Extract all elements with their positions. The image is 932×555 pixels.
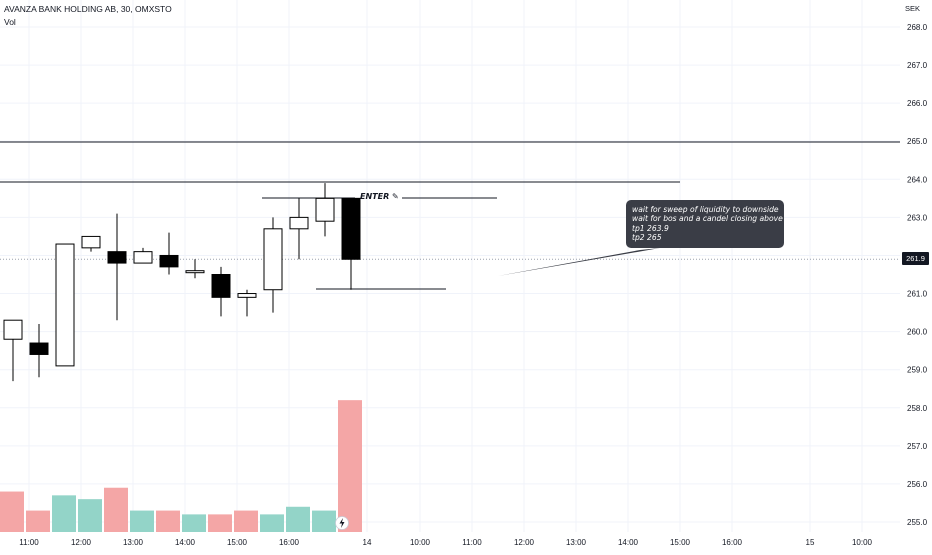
note-line: wait for bos and a candel closing above <box>632 214 783 224</box>
candle-body <box>29 342 49 355</box>
candle-body <box>159 254 179 268</box>
volume-bar <box>104 487 128 532</box>
volume-bar <box>234 510 258 532</box>
candle-body <box>289 216 309 230</box>
x-tick-label: 12:00 <box>71 538 92 547</box>
volume-bar <box>156 510 180 532</box>
currency-label: SEK <box>904 4 920 13</box>
volume-bar <box>52 495 76 532</box>
enter-annotation[interactable]: ENTER ✎ <box>360 192 399 201</box>
y-tick-label: 267.0 <box>907 61 928 70</box>
volume-bar <box>130 510 154 532</box>
candle-body <box>237 293 257 298</box>
lightning-icon-glyph <box>339 518 345 528</box>
x-tick-label: 16:00 <box>722 538 743 547</box>
x-tick-label: 13:00 <box>566 538 587 547</box>
volume-bar <box>338 400 362 532</box>
last-price-tag: 261.9 <box>902 252 929 265</box>
y-tick-label: 259.0 <box>907 366 928 375</box>
candle-body <box>341 197 361 260</box>
volume-bar <box>182 514 206 532</box>
x-tick-label: 10:00 <box>410 538 431 547</box>
enter-text: ENTER <box>360 192 390 201</box>
candle-body <box>55 243 75 367</box>
candle-body <box>263 228 283 291</box>
x-tick-label: 14:00 <box>175 538 196 547</box>
volume-bar <box>312 510 336 532</box>
volume-bar <box>26 510 50 532</box>
candle-body <box>211 274 231 298</box>
volume-bar <box>78 499 102 532</box>
y-tick-label: 265.0 <box>907 137 928 146</box>
y-tick-label: 264.0 <box>907 175 928 184</box>
x-tick-label: 15 <box>806 538 815 547</box>
candle-body <box>3 319 23 340</box>
pencil-icon: ✎ <box>392 192 399 201</box>
y-tick-label: 261.0 <box>907 290 928 299</box>
callout-pointer <box>498 248 660 276</box>
x-tick-label: 10:00 <box>852 538 873 547</box>
x-tick-label: 15:00 <box>670 538 691 547</box>
volume-bar <box>260 514 284 532</box>
candle-body <box>107 251 127 264</box>
y-tick-label: 258.0 <box>907 404 928 413</box>
x-tick-label: 14:00 <box>618 538 639 547</box>
y-tick-label: 263.0 <box>907 213 928 222</box>
x-tick-label: 13:00 <box>123 538 144 547</box>
chart-legend: AVANZA BANK HOLDING AB, 30, OMXSTO Vol <box>4 3 172 29</box>
volume-bar <box>286 506 310 532</box>
volume-legend[interactable]: Vol <box>4 17 16 27</box>
candle-body <box>81 235 101 249</box>
symbol-title[interactable]: AVANZA BANK HOLDING AB, 30, OMXSTO <box>4 4 172 14</box>
candle-body <box>185 270 205 274</box>
x-tick-label: 12:00 <box>514 538 535 547</box>
x-tick-label: 14 <box>363 538 372 547</box>
candle-body <box>133 251 153 264</box>
note-line: tp1 263.9 <box>632 223 669 233</box>
note-line: wait for sweep of liquidity to downside <box>632 205 779 214</box>
x-tick-label: 16:00 <box>279 538 300 547</box>
volume-bar <box>0 491 24 532</box>
callout-note[interactable]: wait for sweep of liquidity to downside … <box>626 200 784 248</box>
y-tick-label: 268.0 <box>907 23 928 32</box>
x-tick-label: 15:00 <box>227 538 248 547</box>
y-tick-label: 260.0 <box>907 328 928 337</box>
y-tick-label: 257.0 <box>907 442 928 451</box>
candle-body <box>315 197 335 222</box>
x-tick-label: 11:00 <box>462 538 482 547</box>
y-tick-label: 255.0 <box>907 518 928 527</box>
y-tick-label: 266.0 <box>907 99 928 108</box>
volume-bar <box>208 514 232 532</box>
note-line: tp2 265 <box>632 233 662 243</box>
x-tick-label: 11:00 <box>19 538 39 547</box>
y-tick-label: 256.0 <box>907 480 928 489</box>
